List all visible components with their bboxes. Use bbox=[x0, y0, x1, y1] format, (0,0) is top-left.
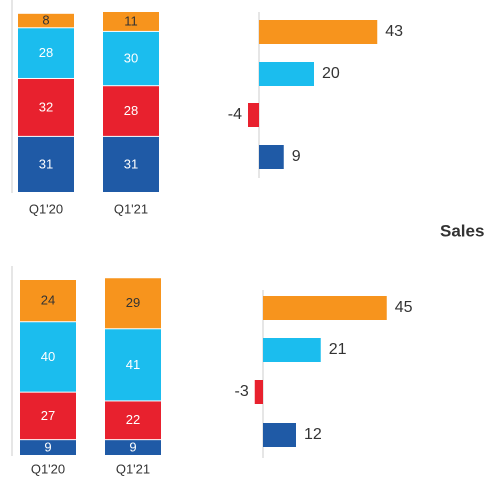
bar bbox=[259, 62, 314, 86]
bar bbox=[263, 423, 296, 447]
segment-label: 9 bbox=[44, 440, 51, 455]
bar-segment bbox=[20, 280, 76, 322]
segment-label: 41 bbox=[126, 357, 140, 372]
bar-segment bbox=[105, 440, 161, 455]
segment-label: 30 bbox=[124, 50, 138, 65]
segment-label: 22 bbox=[126, 412, 140, 427]
value-label: 20 bbox=[322, 65, 340, 82]
bar-segment bbox=[20, 392, 76, 440]
segment-label: 29 bbox=[126, 295, 140, 310]
bar bbox=[254, 380, 263, 404]
bar-segment bbox=[105, 401, 161, 440]
segment-label: 11 bbox=[124, 13, 138, 28]
bar-segment bbox=[103, 86, 159, 136]
segment-label: 31 bbox=[39, 156, 53, 171]
bar bbox=[263, 296, 387, 320]
segment-label: 32 bbox=[39, 99, 53, 114]
value-label: 45 bbox=[395, 299, 413, 316]
segment-label: 9 bbox=[129, 440, 136, 455]
x-tick-label: Q1'20 bbox=[29, 201, 63, 216]
segment-label: 27 bbox=[41, 408, 55, 423]
segment-label: 40 bbox=[41, 349, 55, 364]
bar-segment bbox=[20, 322, 76, 392]
value-label: 43 bbox=[385, 23, 403, 40]
bar-segment bbox=[105, 278, 161, 329]
bar-segment bbox=[103, 136, 159, 192]
side-label: Sales bbox=[440, 221, 484, 240]
x-tick-label: Q1'20 bbox=[31, 461, 65, 476]
segment-label: 31 bbox=[124, 156, 138, 171]
bar-segment bbox=[18, 28, 74, 78]
bar bbox=[263, 338, 321, 362]
segment-label: 28 bbox=[124, 103, 138, 118]
bar-segment bbox=[18, 13, 74, 28]
x-tick-label: Q1'21 bbox=[114, 201, 148, 216]
bar bbox=[259, 145, 284, 169]
segment-label: 28 bbox=[39, 45, 53, 60]
bar-segment bbox=[18, 136, 74, 192]
value-label: 12 bbox=[304, 426, 322, 443]
value-label: 9 bbox=[292, 148, 301, 165]
segment-label: 8 bbox=[42, 12, 49, 27]
bar bbox=[259, 20, 378, 44]
value-label: -3 bbox=[235, 383, 249, 400]
bar bbox=[248, 103, 259, 127]
value-label: 21 bbox=[329, 341, 347, 358]
bar-segment bbox=[18, 78, 74, 136]
x-tick-label: Q1'21 bbox=[116, 461, 150, 476]
bar-segment bbox=[105, 329, 161, 401]
value-label: -4 bbox=[228, 106, 242, 123]
segment-label: 24 bbox=[41, 293, 55, 308]
bar-segment bbox=[20, 440, 76, 455]
bar-segment bbox=[103, 31, 159, 86]
bar-segment bbox=[103, 12, 159, 31]
